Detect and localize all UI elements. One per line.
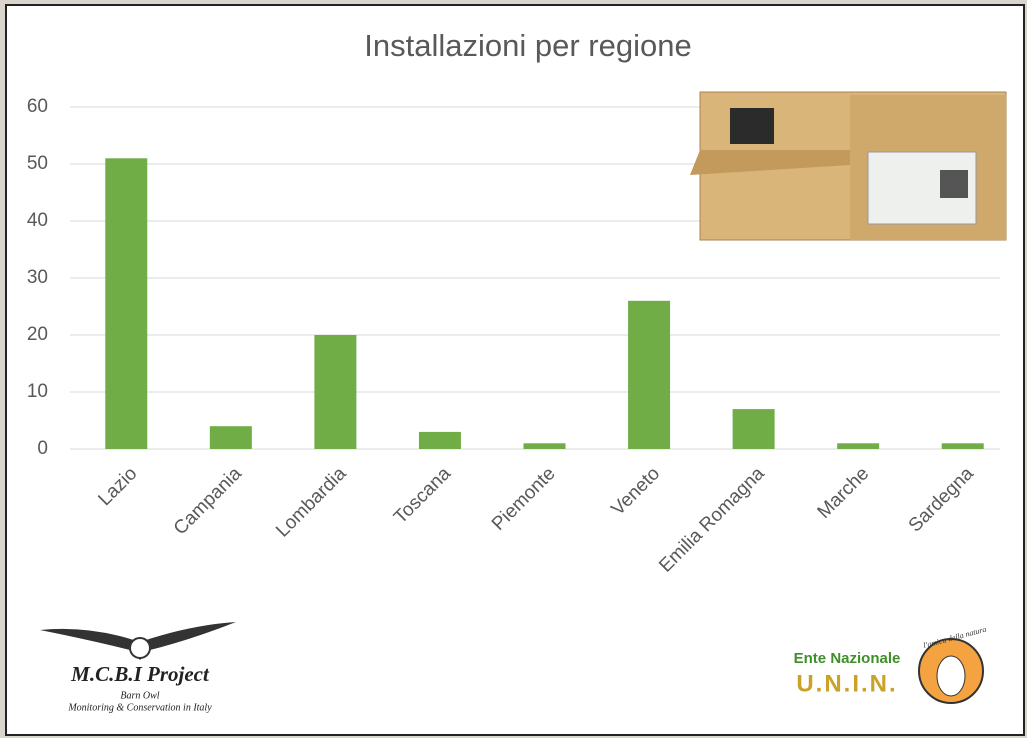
y-tick-label: 0 <box>37 438 48 459</box>
box-ledge <box>690 150 850 175</box>
owl-body <box>936 655 966 697</box>
owl-head <box>129 637 151 659</box>
y-tick-label: 60 <box>27 96 48 117</box>
owl-wings <box>40 622 236 660</box>
y-tick-label: 30 <box>27 267 48 288</box>
qr-code <box>940 170 968 198</box>
logo-subtitle: Barn Owl <box>120 690 159 701</box>
bar <box>314 335 357 449</box>
bar <box>732 409 775 449</box>
bar <box>628 300 671 449</box>
chart-title: Installazioni per regione <box>364 28 691 63</box>
y-tick-label: 20 <box>27 324 48 345</box>
box-hole <box>730 108 774 144</box>
logo-name: U.N.I.N. <box>796 670 897 697</box>
bar <box>837 443 880 449</box>
y-tick-label: 10 <box>27 381 48 402</box>
bar <box>209 426 252 449</box>
logo-title: M.C.B.I Project <box>70 662 210 686</box>
nest-box-photo <box>690 91 1007 241</box>
mcbi-logo: M.C.B.I Project Barn Owl Monitoring & Co… <box>40 622 236 713</box>
logo-org: Ente Nazionale <box>794 650 901 667</box>
bar <box>418 431 461 449</box>
bar <box>105 158 148 450</box>
bar <box>941 443 984 449</box>
y-tick-label: 40 <box>27 210 48 231</box>
logo-caption: Monitoring & Conservation in Italy <box>67 702 212 713</box>
bar <box>523 443 566 449</box>
y-tick-label: 50 <box>27 153 48 174</box>
